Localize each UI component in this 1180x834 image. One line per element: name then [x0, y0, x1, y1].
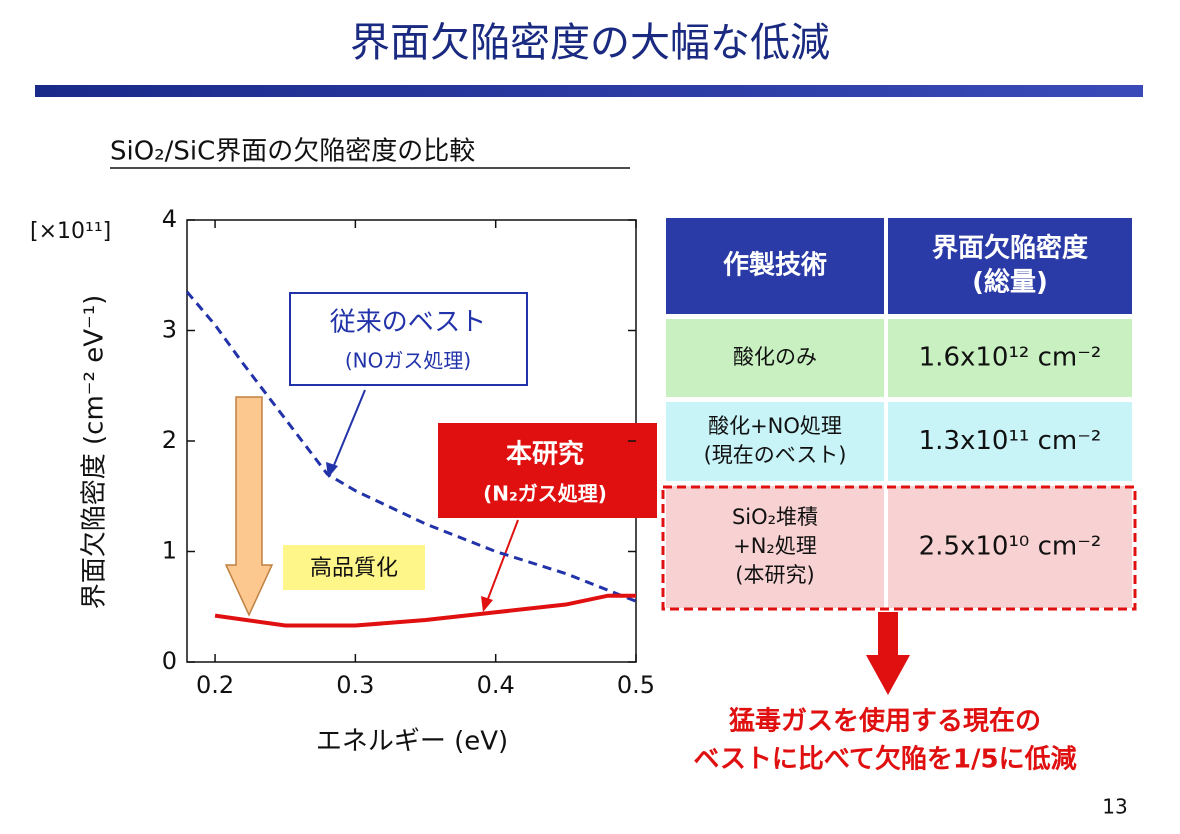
y-tick-label: 0 — [162, 647, 177, 675]
y-tick-label: 4 — [162, 205, 177, 233]
highlight-border — [661, 485, 1137, 611]
table-cell-text: 酸化+NO処理 — [708, 414, 842, 438]
table-cell-text: 酸化のみ — [733, 345, 817, 369]
y-tick-label: 2 — [162, 426, 177, 454]
callout-pointer — [331, 389, 366, 471]
table-cell — [886, 317, 1134, 399]
improvement-arrow — [224, 396, 274, 617]
title-bar — [35, 85, 1143, 97]
conclusion-arrow — [866, 612, 910, 695]
table-cell-text: +N₂処理 — [733, 534, 817, 558]
table-cell-text: (本研究) — [735, 563, 814, 587]
callout-text: (N₂ガス処理) — [483, 482, 607, 506]
x-tick-label: 0.4 — [477, 671, 515, 699]
y-tick-label: 1 — [162, 537, 177, 565]
table-header-cell — [886, 216, 1134, 316]
callout-box — [438, 423, 657, 518]
table-cell — [886, 400, 1134, 483]
conclusion: 猛毒ガスを使用する現在の — [728, 707, 1041, 737]
series-line — [214, 593, 636, 628]
x-tick-label: 0.5 — [617, 671, 655, 699]
table-cell-text: (総量) — [972, 267, 1048, 298]
slide-title: 界面欠陥密度の大幅な低減 — [350, 20, 830, 66]
table-cell — [664, 317, 886, 399]
table-cell-text: 2.5x10¹⁰ cm⁻² — [919, 532, 1102, 562]
table-cell-text: 1.6x10¹² cm⁻² — [919, 343, 1102, 373]
table-cell-text: SiO₂堆積 — [732, 505, 818, 529]
callout-box — [289, 292, 528, 386]
table-cell-text: 作製技術 — [723, 251, 827, 281]
x-axis-label: エネルギー (eV) — [316, 727, 508, 757]
table: 作製技術 界面欠陥密度(総量) 酸化のみ 1.6x10¹² cm⁻² 酸化+NO処理 (現… — [664, 216, 1134, 610]
x-tick-label: 0.3 — [336, 671, 374, 699]
callout-pointer-head — [481, 596, 493, 612]
table-cell — [664, 484, 886, 610]
annotation-box — [283, 545, 425, 590]
table-cell — [886, 484, 1134, 610]
table-cell-text: (現在のベスト) — [704, 443, 847, 467]
table-cell — [664, 400, 886, 483]
callout-pointer — [485, 519, 519, 605]
table-cell-text: 1.3x10¹¹ cm⁻² — [919, 426, 1102, 456]
y-axis-label: 界面欠陥密度 (cm⁻² eV⁻¹) — [80, 295, 110, 610]
table-cell-text: 界面欠陥密度 — [932, 233, 1088, 264]
conclusion: ベストに比べて欠陥を1/5に低減 — [693, 744, 1076, 775]
callout-title: 従来のベスト — [330, 308, 487, 338]
table-header-cell — [664, 216, 886, 316]
subtitle: SiO₂/SiC界面の欠陥密度の比較 — [110, 137, 475, 167]
annotation: 高品質化 — [310, 556, 398, 581]
callout-title: 本研究 — [506, 439, 584, 470]
y-multiplier: [×10¹¹] — [30, 219, 111, 244]
callout-text: (NOガス処理) — [345, 349, 471, 373]
page-number: 13 — [1102, 795, 1127, 819]
series-line — [185, 290, 637, 603]
y-tick-label: 3 — [162, 316, 177, 344]
x-tick-label: 0.2 — [196, 671, 234, 699]
